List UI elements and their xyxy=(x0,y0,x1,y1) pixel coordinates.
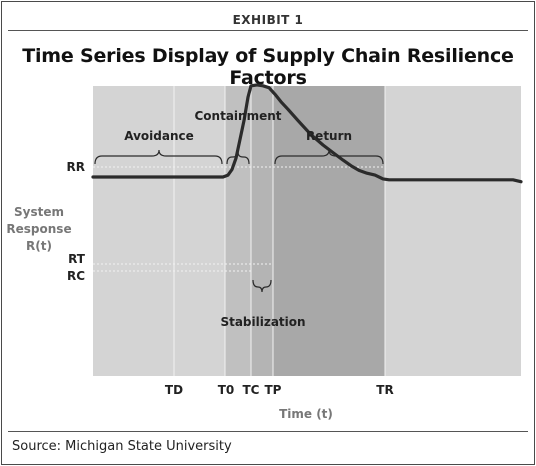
x-tick-tr: TR xyxy=(376,383,393,397)
stabilization-label: Stabilization xyxy=(220,315,305,329)
y-axis-label-line1: System xyxy=(14,205,64,219)
source-note: Source: Michigan State University xyxy=(12,439,232,454)
chart-title: Time Series Display of Supply Chain Resi… xyxy=(22,45,514,89)
x-tick-tc: TC xyxy=(243,383,260,397)
stabilization-shade xyxy=(251,86,273,376)
x-tick-t0: T0 xyxy=(218,383,235,397)
stabilization-brace xyxy=(252,279,272,293)
system-response-line xyxy=(91,83,523,184)
return-label: Return xyxy=(306,129,352,143)
avoidance-label: Avoidance xyxy=(124,129,194,143)
exhibit-label: EXHIBIT 1 xyxy=(232,13,304,27)
avoidance-brace xyxy=(94,149,223,165)
x-tick-tp: TP xyxy=(265,383,282,397)
containment-label: Containment xyxy=(194,109,281,123)
y-axis-label-line3: R(t) xyxy=(26,239,52,253)
x-tick-td: TD xyxy=(165,383,183,397)
top-rule xyxy=(8,30,528,31)
y-tick-rt: RT xyxy=(68,252,86,266)
return-shade xyxy=(273,86,385,376)
containment-shade xyxy=(225,86,251,376)
y-tick-rc: RC xyxy=(67,269,85,283)
bottom-rule xyxy=(8,431,528,432)
y-axis-label-line2: Response xyxy=(6,222,71,236)
y-tick-rr: RR xyxy=(67,160,85,174)
x-axis-label: Time (t) xyxy=(279,407,333,421)
